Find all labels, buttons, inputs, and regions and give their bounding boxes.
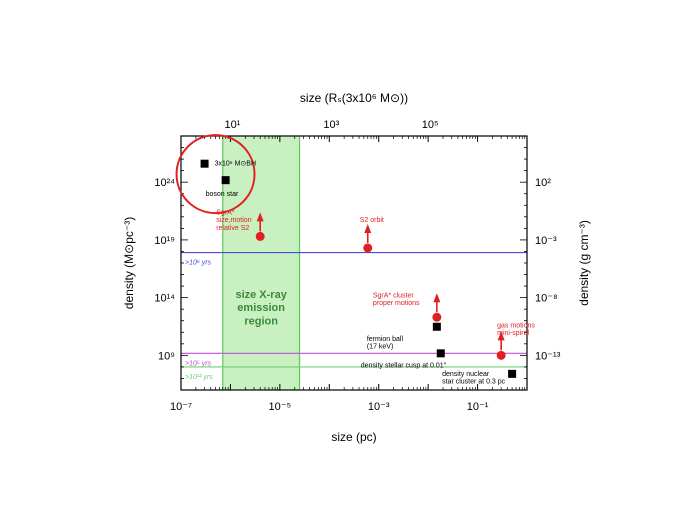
x-tick-label: 10⁻⁷ [170,401,192,413]
data-point-circle [496,350,506,360]
data-point-circle [255,231,265,241]
point-label: gas motions mini-spiral [497,322,535,337]
y-tick-label: 10²⁴ [154,177,175,189]
point-label: SgrA* size,motion relative S2 [216,209,252,231]
lower-limit-arrow-head [364,223,372,233]
point-label: density nuclear star cluster at 0.3 pc [442,371,506,386]
top-tick-label: 10¹ [225,119,241,131]
point-label: S2 orbit [360,217,384,224]
y-axis-title-right: density (g cm⁻³) [577,220,591,306]
lifetime-line-label: >10⁵ yrs [185,360,212,367]
xray-band [222,136,300,390]
right-tick-label: 10² [535,177,551,189]
y-tick-label: 10¹⁹ [154,235,175,247]
data-point-circle [363,243,373,253]
data-point-square [432,322,441,331]
right-tick-label: 10⁻³ [535,235,557,247]
y-tick-label: 10¹⁴ [154,293,175,305]
highlight-circle [175,134,256,215]
point-label: fermion ball (17 keV) [367,336,404,351]
data-point-square [508,369,517,378]
data-point-square [221,176,230,185]
data-point-square [436,349,445,358]
lower-limit-arrow-head [433,293,441,303]
right-tick-label: 10⁻⁸ [535,293,558,305]
right-tick-label: 10⁻¹³ [535,350,561,362]
point-label: boson star [206,191,239,198]
top-axis-title: size (Rₛ(3x10⁶ M⊙)) [300,91,408,105]
x-tick-label: 10⁻⁵ [269,401,292,413]
xray-band-label: size X-ray emission region [235,289,287,327]
point-label: 3x10⁶ M⊙BH [215,161,256,168]
top-tick-label: 10³ [323,119,339,131]
x-tick-label: 10⁻¹ [467,401,489,413]
point-label: SgrA* cluster proper motions [373,292,420,307]
x-axis-title: size (pc) [331,430,376,444]
lifetime-line-label: >10⁶ yrs [185,260,212,267]
data-point-square [200,159,209,168]
top-tick-label: 10⁵ [422,119,439,131]
x-tick-label: 10⁻³ [368,401,390,413]
point-label: density stellar cusp at 0.01″ [361,362,447,369]
data-point-circle [432,312,442,322]
y-axis-title-left: density (M⊙pc⁻³) [122,217,136,309]
lower-limit-arrow-head [256,212,264,222]
y-tick-label: 10⁹ [158,350,175,362]
lower-limit-arrow-head [497,331,505,341]
lifetime-line-label: >10¹² yrs [185,374,213,381]
